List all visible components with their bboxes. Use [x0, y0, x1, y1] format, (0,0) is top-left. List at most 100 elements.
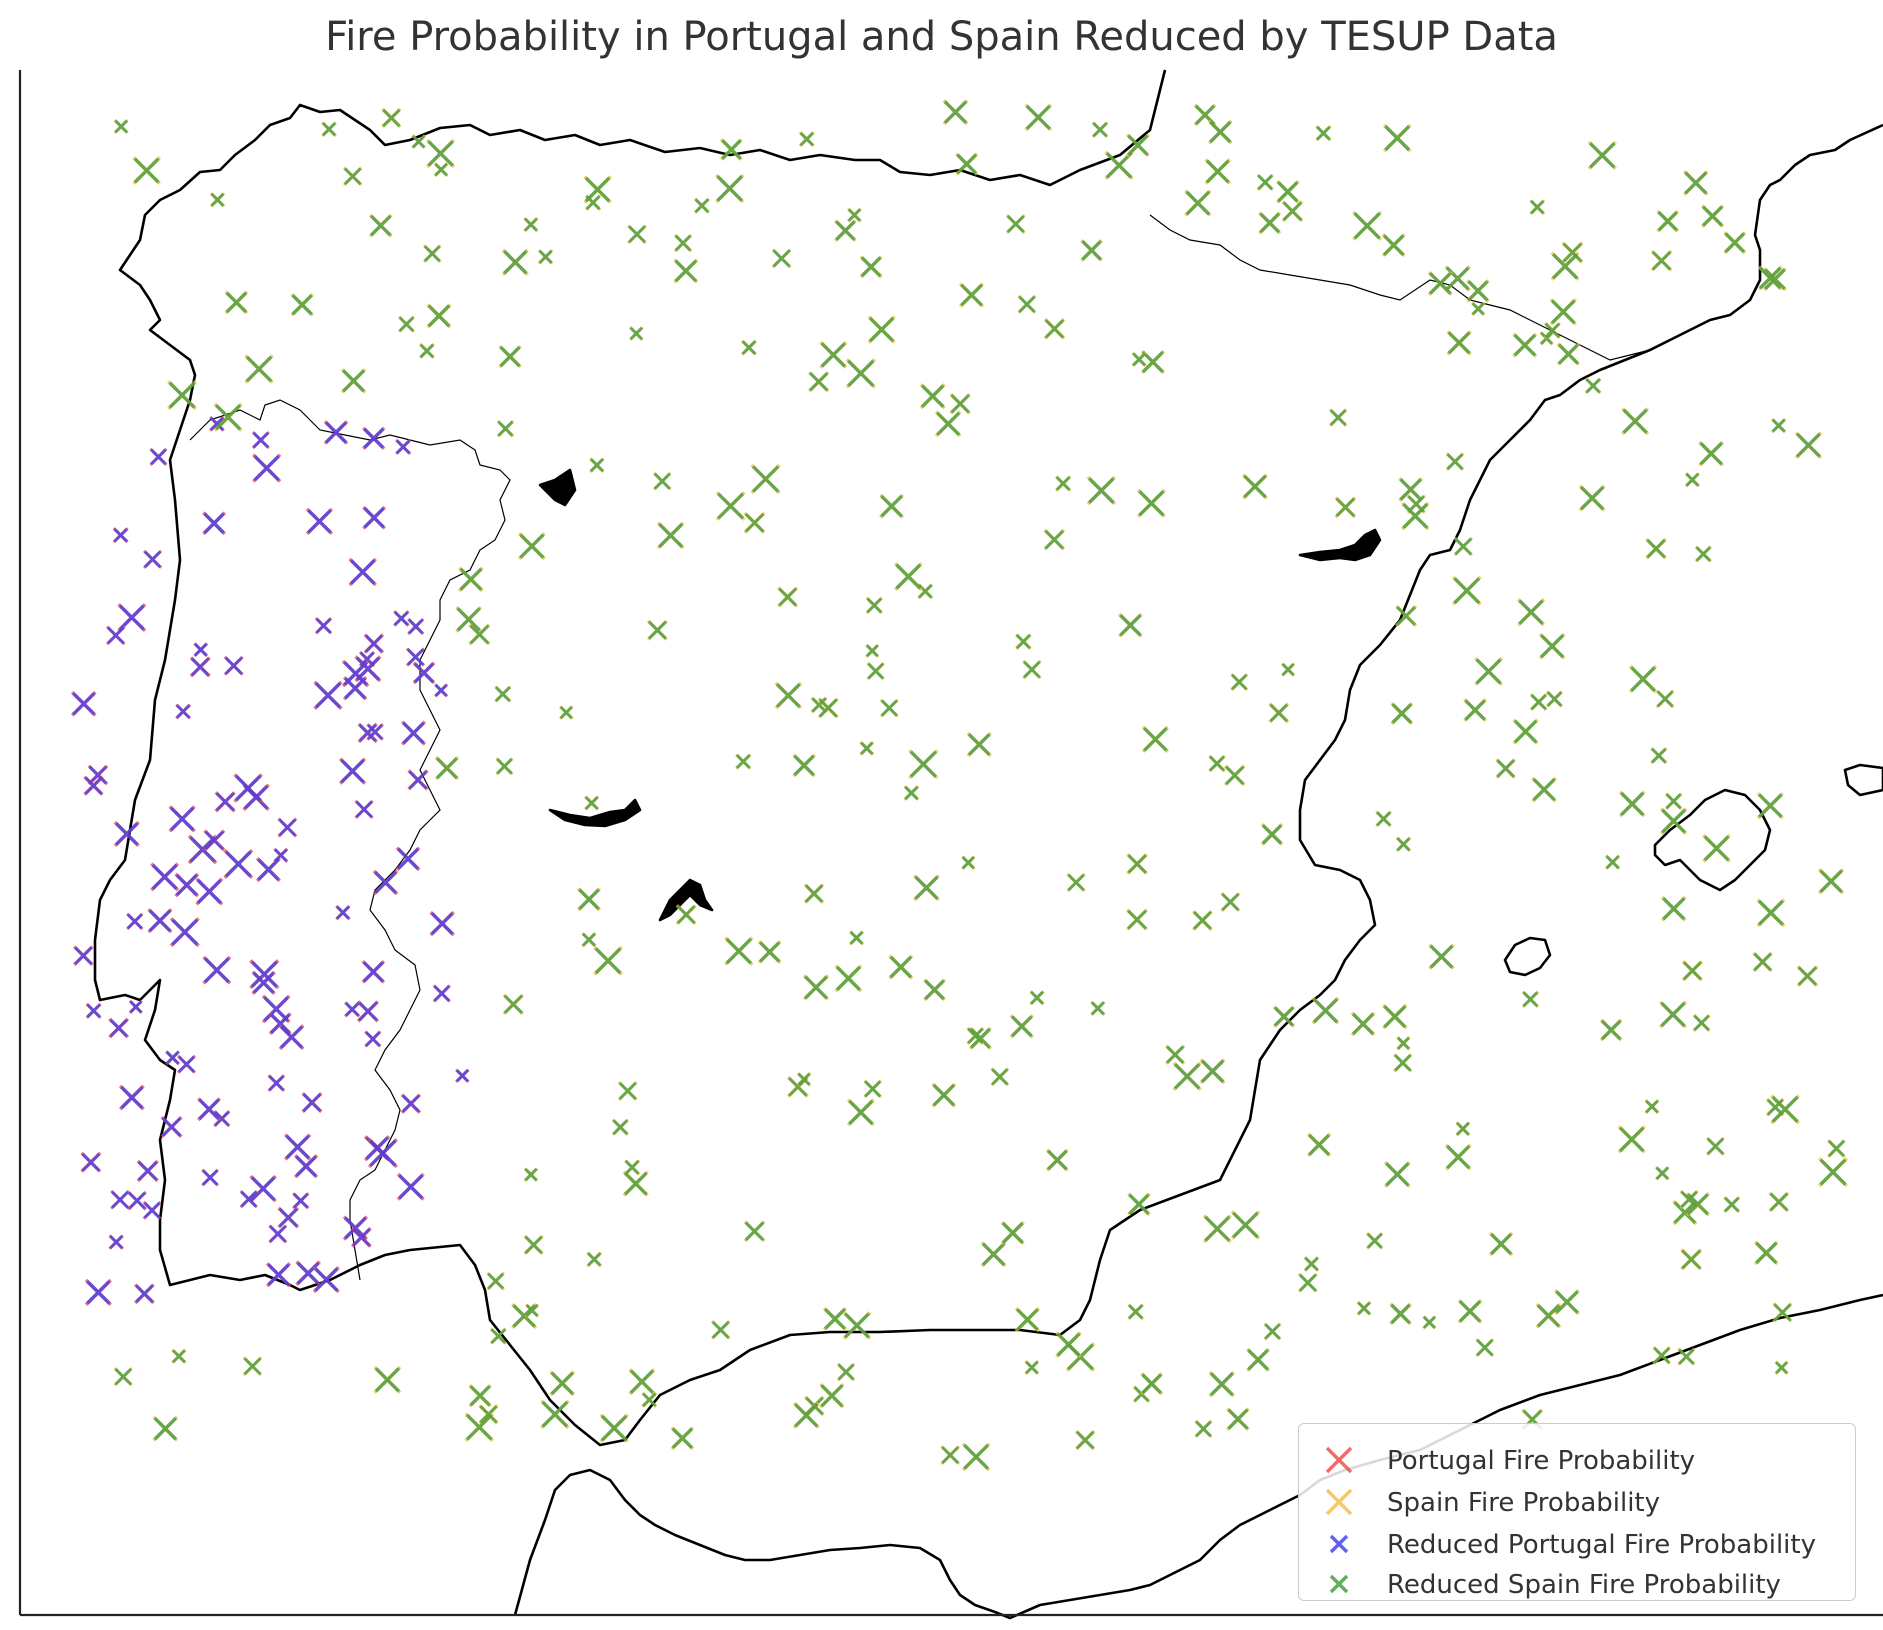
reduced-spain-fire-marker — [1090, 1001, 1105, 1016]
reduced-portugal-fire-marker — [224, 656, 243, 675]
reduced-portugal-fire-marker — [203, 512, 225, 535]
reduced-portugal-fire-marker — [302, 1093, 322, 1113]
reduced-spain-fire-marker — [963, 1443, 990, 1470]
reduced-portugal-fire-marker — [335, 905, 350, 920]
reduced-spain-fire-marker — [1771, 418, 1786, 433]
reduced-spain-fire-marker — [1655, 1166, 1670, 1181]
reduced-spain-fire-marker — [1029, 990, 1045, 1005]
reduced-spain-fire-marker — [758, 941, 781, 963]
reduced-spain-fire-marker — [914, 875, 939, 901]
reduced-spain-fire-marker — [519, 533, 545, 559]
reduced-portugal-fire-marker — [135, 1284, 154, 1304]
reduced-spain-fire-marker — [961, 856, 975, 870]
reduced-spain-fire-marker — [658, 522, 684, 549]
reduced-spain-fire-marker — [1455, 1121, 1470, 1136]
reduced-spain-fire-marker — [1701, 205, 1724, 227]
reduced-portugal-fire-marker — [109, 1018, 129, 1038]
reduced-spain-fire-marker — [584, 176, 611, 203]
legend-marker-spain — [1325, 1488, 1353, 1516]
reduced-spain-fire-marker — [956, 153, 978, 175]
reduced-spain-fire-marker — [1600, 1019, 1622, 1041]
reduced-portugal-fire-marker — [111, 1190, 130, 1209]
reduced-spain-fire-marker — [581, 932, 596, 947]
reservoir-2 — [548, 798, 642, 828]
reduced-spain-fire-marker — [1536, 1304, 1561, 1328]
reduced-spain-fire-marker — [487, 1272, 505, 1290]
reduced-portugal-fire-marker — [362, 961, 385, 983]
reduced-portugal-fire-marker — [340, 758, 365, 784]
reduced-spain-fire-marker — [1173, 1062, 1201, 1090]
reduced-spain-fire-marker — [1646, 538, 1666, 559]
africa-coastline — [513, 1293, 1883, 1620]
reduced-spain-fire-marker — [624, 1159, 640, 1175]
reduced-spain-fire-marker — [1605, 855, 1620, 870]
reduced-spain-fire-marker — [600, 1414, 628, 1442]
reduced-portugal-fire-marker — [189, 836, 217, 863]
reduced-spain-fire-marker — [1396, 1036, 1411, 1050]
reduced-spain-fire-marker — [1464, 699, 1486, 721]
reduced-spain-fire-marker — [721, 139, 742, 160]
reduced-spain-fire-marker — [1399, 478, 1423, 501]
reduced-portugal-fire-marker — [393, 610, 409, 626]
reduced-spain-fire-marker — [835, 965, 862, 992]
reduced-portugal-fire-marker — [215, 792, 235, 812]
reduced-spain-fire-marker — [1209, 1372, 1234, 1397]
reduced-spain-fire-marker — [1261, 824, 1283, 845]
reduced-spain-fire-marker — [1522, 991, 1539, 1008]
reduced-spain-fire-marker — [1375, 811, 1392, 827]
reduced-portugal-fire-marker — [257, 858, 280, 881]
reduced-spain-fire-marker — [1010, 1015, 1033, 1038]
reduced-portugal-fire-marker — [396, 847, 420, 870]
reduced-spain-fire-marker — [343, 167, 362, 186]
reduced-spain-fire-marker — [1695, 546, 1712, 562]
reduced-portugal-fire-marker — [203, 957, 230, 984]
reduced-spain-fire-marker — [1015, 633, 1032, 650]
reduced-spain-fire-marker — [469, 624, 490, 645]
reduced-portugal-fire-marker — [296, 1261, 320, 1285]
reduced-spain-fire-marker — [1402, 502, 1429, 530]
reduced-spain-fire-marker — [411, 134, 426, 149]
legend: Portugal Fire Probability Spain Fire Pro… — [1298, 1423, 1856, 1601]
reduced-spain-fire-marker — [778, 587, 798, 607]
reduced-spain-fire-marker — [1630, 666, 1656, 692]
reduced-spain-fire-marker — [1132, 352, 1147, 367]
reduced-spain-fire-marker — [612, 1119, 629, 1136]
reduced-spain-fire-marker — [629, 326, 644, 341]
reduced-spain-fire-marker — [214, 403, 242, 431]
reduced-spain-fire-marker — [1618, 1126, 1645, 1153]
fire-markers — [70, 99, 1848, 1472]
reduced-spain-fire-marker — [671, 1427, 694, 1450]
reduced-spain-fire-marker — [1724, 232, 1746, 254]
reduced-spain-fire-marker — [1775, 1361, 1789, 1375]
reduced-spain-fire-marker — [1128, 1304, 1144, 1320]
reduced-spain-fire-marker — [1513, 719, 1538, 744]
reduced-spain-fire-marker — [772, 249, 791, 268]
reduced-portugal-fire-marker — [295, 1155, 318, 1178]
reduced-spain-fire-marker — [1075, 1430, 1095, 1450]
reduced-portugal-fire-marker — [137, 1160, 158, 1181]
reduced-spain-fire-marker — [1391, 702, 1413, 724]
spain-france-border — [1149, 214, 1651, 361]
reduced-spain-fire-marker — [291, 294, 313, 316]
reduced-spain-fire-marker — [1723, 1196, 1740, 1213]
reduced-spain-fire-marker — [1797, 966, 1818, 986]
reduced-spain-fire-marker — [1142, 726, 1168, 752]
reduced-spain-fire-marker — [864, 1080, 882, 1098]
reduced-portugal-fire-marker — [177, 1055, 196, 1073]
reduced-spain-fire-marker — [541, 1400, 569, 1428]
reduced-spain-fire-marker — [1204, 1215, 1231, 1242]
reduced-spain-fire-marker — [1446, 1144, 1471, 1170]
reduced-spain-fire-marker — [920, 384, 945, 409]
reduced-spain-fire-marker — [374, 1367, 401, 1393]
reduced-spain-fire-marker — [1067, 873, 1085, 892]
reduced-spain-fire-marker — [676, 905, 696, 925]
reduced-spain-fire-marker — [1312, 997, 1339, 1024]
reduced-spain-fire-marker — [967, 732, 991, 757]
reduced-portugal-fire-marker — [74, 946, 93, 965]
reduced-portugal-fire-marker — [369, 1139, 397, 1167]
reduced-spain-fire-marker — [725, 937, 753, 965]
reduced-spain-fire-marker — [744, 1221, 765, 1242]
reduced-spain-fire-marker — [1475, 658, 1502, 685]
reduced-spain-fire-marker — [741, 340, 757, 355]
reduced-spain-fire-marker — [1092, 121, 1108, 138]
